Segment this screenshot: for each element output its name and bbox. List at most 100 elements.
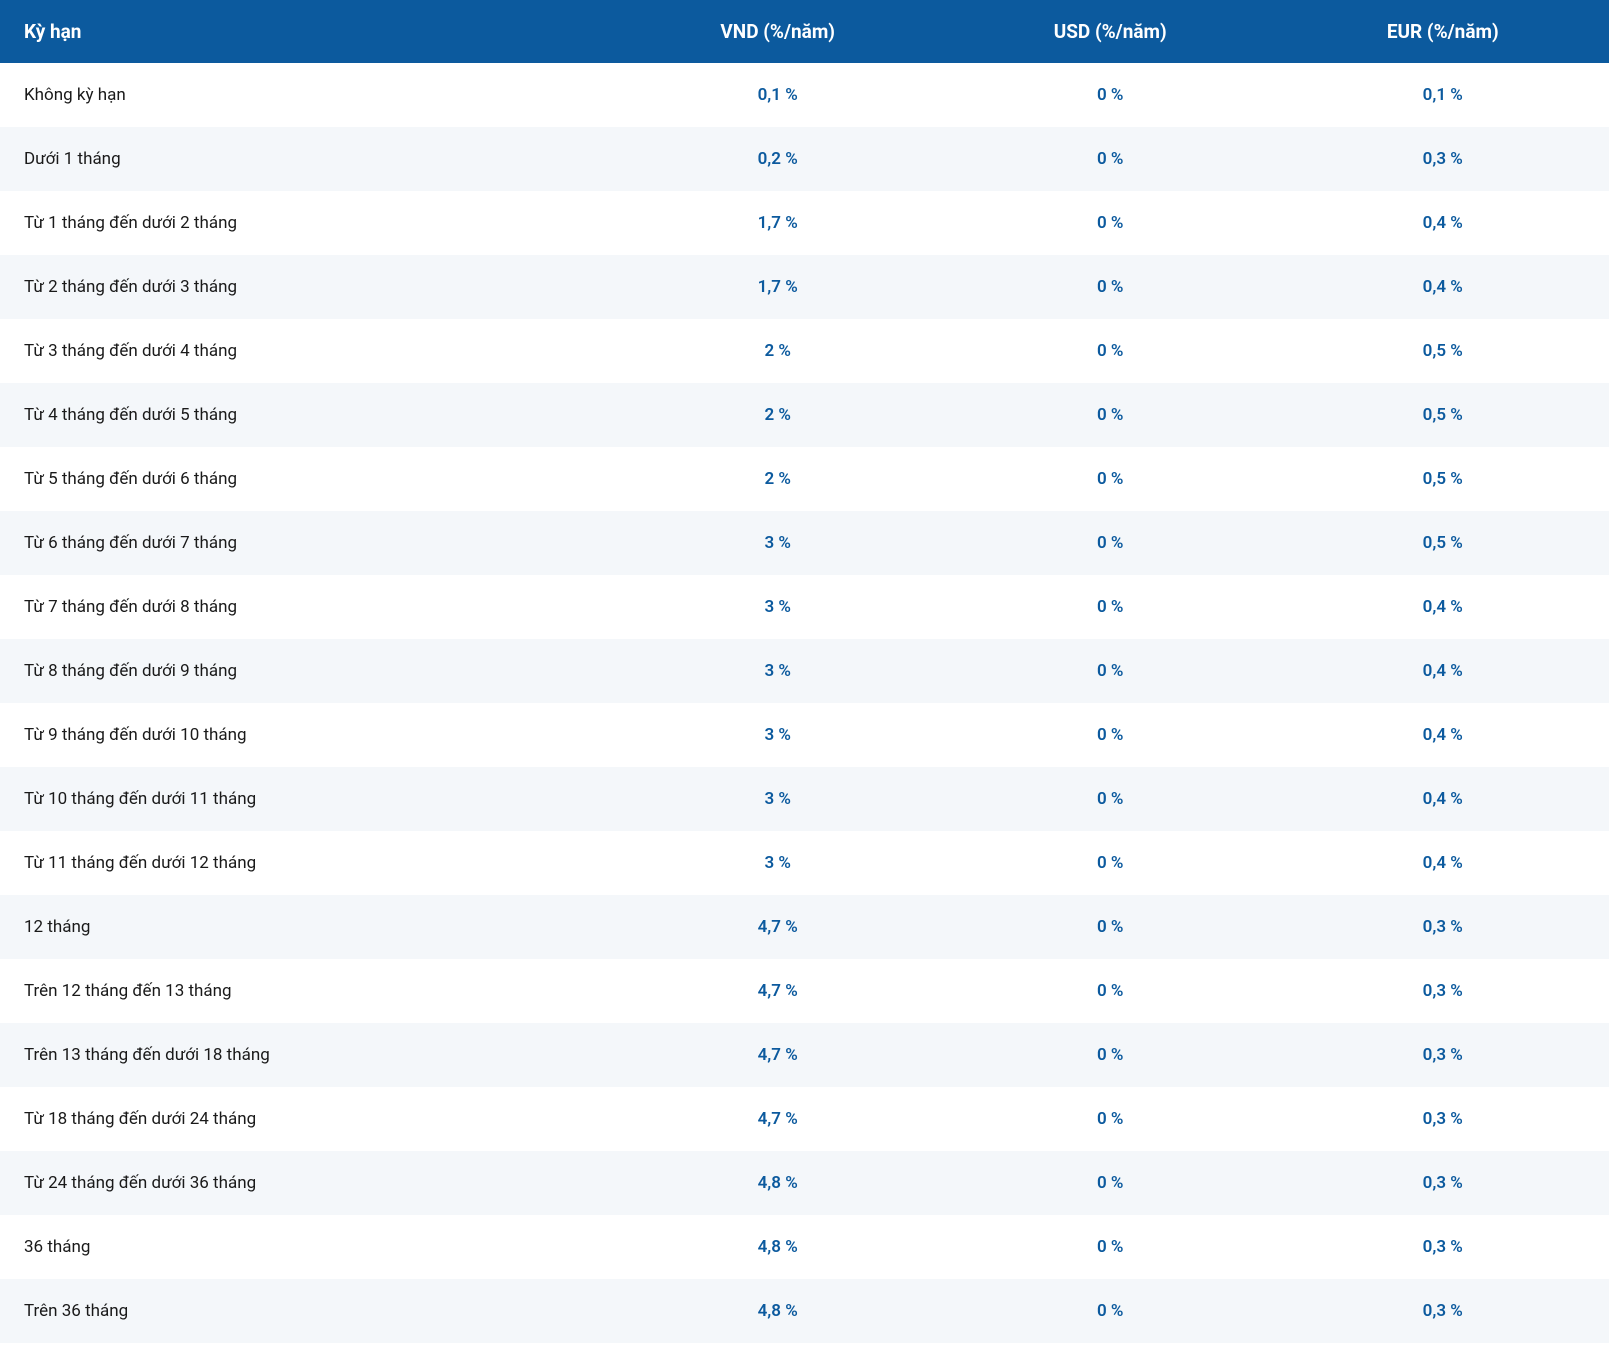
cell-term: Từ 3 tháng đến dưới 4 tháng <box>0 319 611 383</box>
table-row: Trên 36 tháng4,8 %0 %0,3 % <box>0 1279 1609 1343</box>
cell-usd: 0 % <box>944 767 1277 831</box>
col-header-usd: USD (%/năm) <box>944 0 1277 63</box>
cell-usd: 0 % <box>944 1023 1277 1087</box>
cell-vnd: 4,8 % <box>611 1215 944 1279</box>
table-row: Từ 7 tháng đến dưới 8 tháng3 %0 %0,4 % <box>0 575 1609 639</box>
cell-usd: 0 % <box>944 639 1277 703</box>
cell-term: Không kỳ hạn <box>0 63 611 127</box>
cell-vnd: 3 % <box>611 639 944 703</box>
cell-term: Trên 13 tháng đến dưới 18 tháng <box>0 1023 611 1087</box>
cell-term: Từ 8 tháng đến dưới 9 tháng <box>0 639 611 703</box>
cell-term: Từ 9 tháng đến dưới 10 tháng <box>0 703 611 767</box>
col-header-term: Kỳ hạn <box>0 0 611 63</box>
cell-usd: 0 % <box>944 191 1277 255</box>
cell-term: Từ 4 tháng đến dưới 5 tháng <box>0 383 611 447</box>
cell-vnd: 2 % <box>611 447 944 511</box>
table-row: Từ 8 tháng đến dưới 9 tháng3 %0 %0,4 % <box>0 639 1609 703</box>
cell-vnd: 1,7 % <box>611 191 944 255</box>
cell-vnd: 1,7 % <box>611 255 944 319</box>
cell-term: Từ 2 tháng đến dưới 3 tháng <box>0 255 611 319</box>
cell-vnd: 0,2 % <box>611 127 944 191</box>
cell-usd: 0 % <box>944 1151 1277 1215</box>
cell-usd: 0 % <box>944 703 1277 767</box>
cell-vnd: 4,7 % <box>611 1087 944 1151</box>
cell-eur: 0,3 % <box>1276 959 1609 1023</box>
cell-term: Từ 10 tháng đến dưới 11 tháng <box>0 767 611 831</box>
cell-eur: 0,5 % <box>1276 511 1609 575</box>
cell-eur: 0,3 % <box>1276 1151 1609 1215</box>
cell-vnd: 4,7 % <box>611 1023 944 1087</box>
cell-term: Từ 24 tháng đến dưới 36 tháng <box>0 1151 611 1215</box>
table-row: Từ 9 tháng đến dưới 10 tháng3 %0 %0,4 % <box>0 703 1609 767</box>
table-row: Từ 3 tháng đến dưới 4 tháng2 %0 %0,5 % <box>0 319 1609 383</box>
cell-usd: 0 % <box>944 1087 1277 1151</box>
cell-eur: 0,5 % <box>1276 447 1609 511</box>
cell-usd: 0 % <box>944 1215 1277 1279</box>
table-row: Từ 5 tháng đến dưới 6 tháng2 %0 %0,5 % <box>0 447 1609 511</box>
cell-eur: 0,3 % <box>1276 127 1609 191</box>
cell-usd: 0 % <box>944 959 1277 1023</box>
cell-term: Từ 1 tháng đến dưới 2 tháng <box>0 191 611 255</box>
cell-vnd: 4,7 % <box>611 895 944 959</box>
table-row: 12 tháng4,7 %0 %0,3 % <box>0 895 1609 959</box>
cell-vnd: 3 % <box>611 575 944 639</box>
table-row: Không kỳ hạn0,1 %0 %0,1 % <box>0 63 1609 127</box>
table-header-row: Kỳ hạn VND (%/năm) USD (%/năm) EUR (%/nă… <box>0 0 1609 63</box>
cell-eur: 0,5 % <box>1276 383 1609 447</box>
table-row: Từ 2 tháng đến dưới 3 tháng1,7 %0 %0,4 % <box>0 255 1609 319</box>
table-row: 36 tháng4,8 %0 %0,3 % <box>0 1215 1609 1279</box>
cell-term: Trên 36 tháng <box>0 1279 611 1343</box>
cell-eur: 0,4 % <box>1276 831 1609 895</box>
cell-eur: 0,4 % <box>1276 703 1609 767</box>
cell-usd: 0 % <box>944 511 1277 575</box>
cell-usd: 0 % <box>944 255 1277 319</box>
interest-rate-table: Kỳ hạn VND (%/năm) USD (%/năm) EUR (%/nă… <box>0 0 1609 1343</box>
cell-vnd: 3 % <box>611 767 944 831</box>
cell-eur: 0,4 % <box>1276 575 1609 639</box>
cell-usd: 0 % <box>944 575 1277 639</box>
cell-eur: 0,4 % <box>1276 639 1609 703</box>
cell-eur: 0,3 % <box>1276 895 1609 959</box>
cell-vnd: 0,1 % <box>611 63 944 127</box>
cell-term: 12 tháng <box>0 895 611 959</box>
table-row: Trên 12 tháng đến 13 tháng4,7 %0 %0,3 % <box>0 959 1609 1023</box>
cell-eur: 0,4 % <box>1276 767 1609 831</box>
cell-usd: 0 % <box>944 319 1277 383</box>
table-row: Từ 1 tháng đến dưới 2 tháng1,7 %0 %0,4 % <box>0 191 1609 255</box>
cell-vnd: 4,7 % <box>611 959 944 1023</box>
cell-usd: 0 % <box>944 1279 1277 1343</box>
cell-term: Trên 12 tháng đến 13 tháng <box>0 959 611 1023</box>
cell-eur: 0,4 % <box>1276 255 1609 319</box>
cell-vnd: 2 % <box>611 319 944 383</box>
cell-term: Từ 5 tháng đến dưới 6 tháng <box>0 447 611 511</box>
col-header-eur: EUR (%/năm) <box>1276 0 1609 63</box>
cell-vnd: 2 % <box>611 383 944 447</box>
cell-eur: 0,4 % <box>1276 191 1609 255</box>
cell-term: 36 tháng <box>0 1215 611 1279</box>
table-row: Từ 11 tháng đến dưới 12 tháng3 %0 %0,4 % <box>0 831 1609 895</box>
cell-eur: 0,3 % <box>1276 1279 1609 1343</box>
table-row: Từ 10 tháng đến dưới 11 tháng3 %0 %0,4 % <box>0 767 1609 831</box>
cell-vnd: 3 % <box>611 511 944 575</box>
cell-vnd: 3 % <box>611 831 944 895</box>
cell-usd: 0 % <box>944 831 1277 895</box>
cell-term: Từ 11 tháng đến dưới 12 tháng <box>0 831 611 895</box>
table-row: Từ 18 tháng đến dưới 24 tháng4,7 %0 %0,3… <box>0 1087 1609 1151</box>
cell-vnd: 3 % <box>611 703 944 767</box>
cell-term: Từ 7 tháng đến dưới 8 tháng <box>0 575 611 639</box>
table-row: Dưới 1 tháng0,2 %0 %0,3 % <box>0 127 1609 191</box>
cell-eur: 0,1 % <box>1276 63 1609 127</box>
table-row: Từ 24 tháng đến dưới 36 tháng4,8 %0 %0,3… <box>0 1151 1609 1215</box>
cell-usd: 0 % <box>944 895 1277 959</box>
cell-term: Từ 18 tháng đến dưới 24 tháng <box>0 1087 611 1151</box>
cell-vnd: 4,8 % <box>611 1151 944 1215</box>
cell-eur: 0,3 % <box>1276 1023 1609 1087</box>
cell-usd: 0 % <box>944 447 1277 511</box>
cell-usd: 0 % <box>944 127 1277 191</box>
cell-usd: 0 % <box>944 383 1277 447</box>
table-row: Trên 13 tháng đến dưới 18 tháng4,7 %0 %0… <box>0 1023 1609 1087</box>
col-header-vnd: VND (%/năm) <box>611 0 944 63</box>
cell-eur: 0,5 % <box>1276 319 1609 383</box>
cell-term: Dưới 1 tháng <box>0 127 611 191</box>
cell-vnd: 4,8 % <box>611 1279 944 1343</box>
